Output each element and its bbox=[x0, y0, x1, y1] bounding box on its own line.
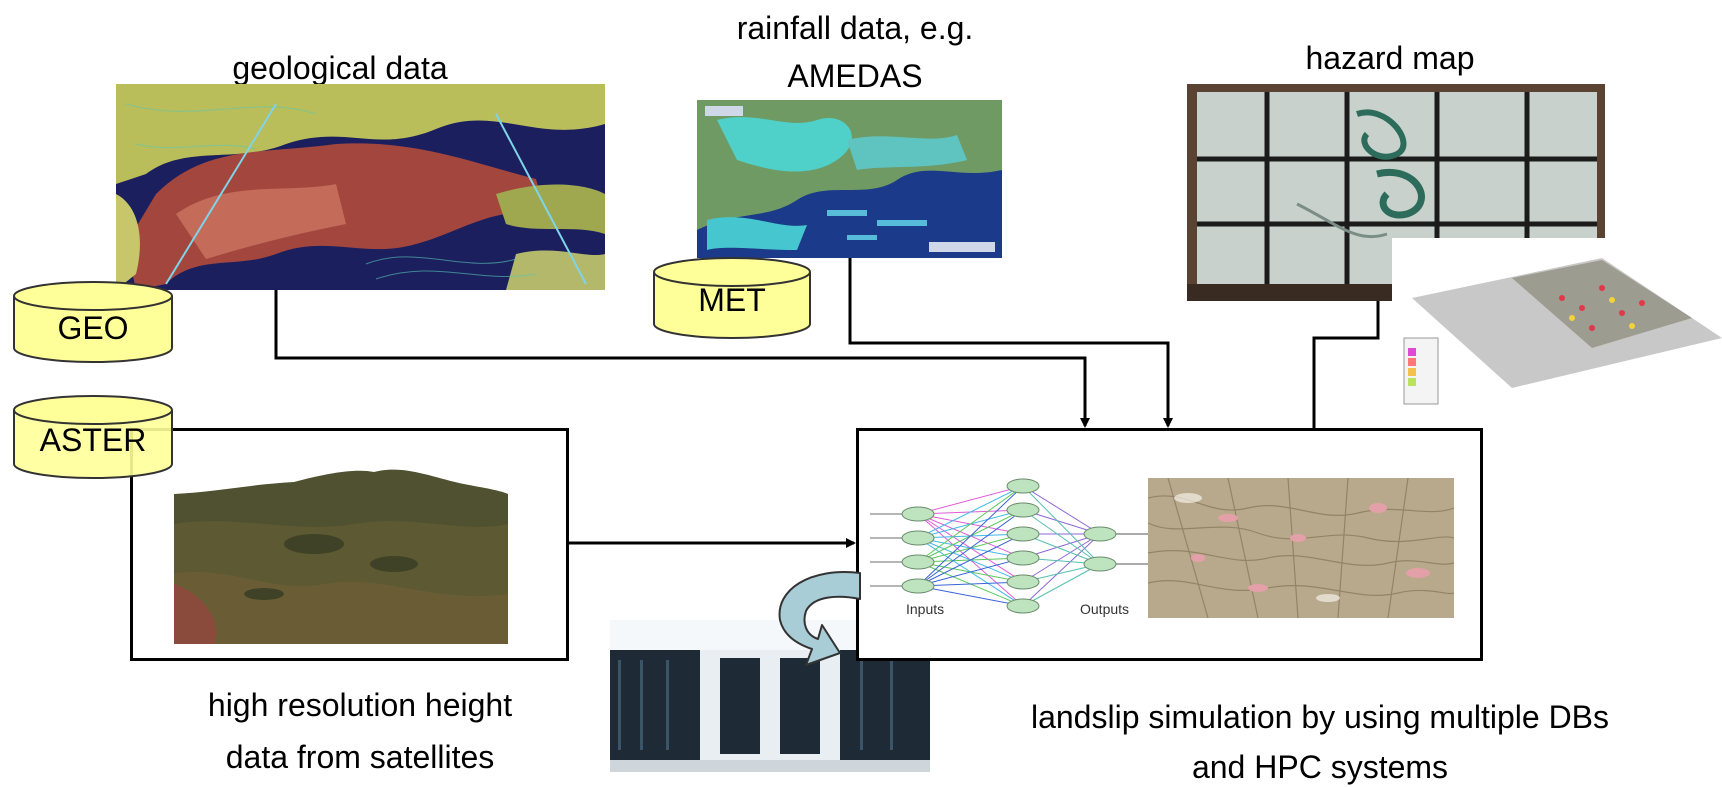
network-outputs-label: Outputs bbox=[1080, 601, 1130, 617]
height-data-label-line2: data from satellites bbox=[225, 739, 495, 775]
hpc-curved-arrow bbox=[778, 571, 861, 666]
height-data-label-line1: high resolution height bbox=[207, 687, 513, 723]
met-database-cylinder: MET bbox=[652, 256, 812, 340]
geo-database-label: GEO bbox=[57, 310, 129, 346]
satellite-height-terrain-image bbox=[174, 464, 508, 644]
met-to-simulation-arrow bbox=[848, 258, 1173, 428]
rainfall-data-label-line1: rainfall data, e.g. bbox=[736, 10, 974, 46]
hpc-server-room-photo bbox=[610, 620, 930, 772]
geo-database-cylinder: GEO bbox=[12, 280, 174, 364]
aster-database-label: ASTER bbox=[39, 422, 147, 458]
met-database-label: MET bbox=[698, 282, 766, 318]
landslip-terrain-map bbox=[1148, 478, 1454, 618]
network-inputs-label: Inputs bbox=[906, 601, 945, 617]
hazard-3d-terrain-map bbox=[1392, 238, 1722, 416]
landslip-label-line1: landslip simulation by using multiple DB… bbox=[1030, 699, 1610, 735]
aster-database-cylinder: ASTER bbox=[12, 394, 174, 480]
rainfall-amedas-image bbox=[697, 100, 1002, 258]
neural-network-diagram bbox=[868, 476, 1148, 618]
hazard-map-label: hazard map bbox=[1305, 40, 1475, 76]
geological-satellite-image bbox=[116, 84, 605, 290]
geological-data-label: geological data bbox=[232, 50, 448, 86]
rainfall-data-label-line2: AMEDAS bbox=[787, 58, 923, 94]
simulation-to-hazard-arrow bbox=[1312, 290, 1383, 428]
landslip-label-line2: and HPC systems bbox=[1191, 749, 1449, 785]
